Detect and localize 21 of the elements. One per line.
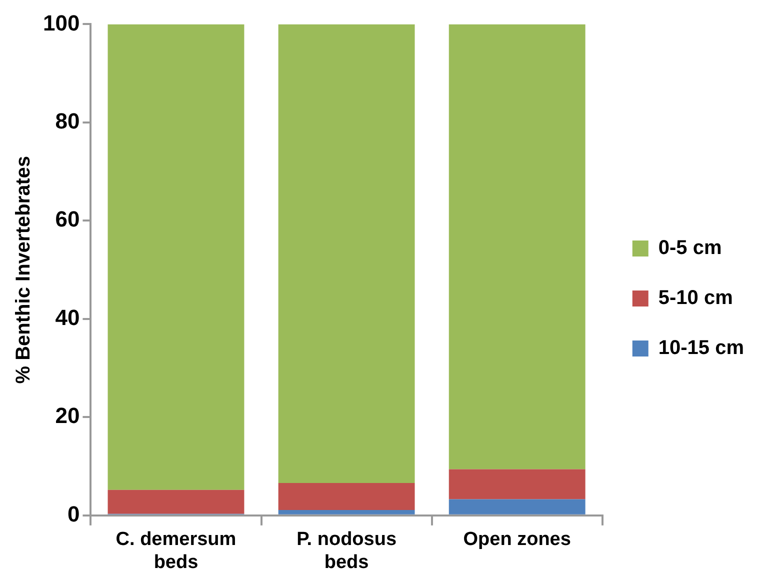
y-axis-title: % Benthic Invertebrates (12, 156, 35, 384)
y-tick-label: 40 (55, 304, 80, 330)
x-tick-label: C. demersum beds (116, 529, 236, 573)
legend-label: 0-5 cm (658, 237, 722, 260)
x-tick-label: Open zones (463, 529, 571, 550)
bar (448, 469, 586, 500)
y-tick-label: 60 (55, 206, 80, 232)
y-tick-label: 80 (55, 108, 80, 134)
bar (448, 24, 586, 470)
y-tick-label: 0 (67, 501, 80, 526)
bar (278, 24, 415, 483)
bar (108, 490, 244, 514)
bar (108, 24, 244, 490)
bar (448, 499, 586, 514)
legend-label: 5-10 cm (658, 287, 733, 310)
bar (278, 482, 415, 510)
bar (278, 510, 415, 514)
y-tick-label: 100 (42, 10, 80, 36)
legend-label: 10-15 cm (658, 337, 744, 360)
y-tick-label: 20 (55, 403, 80, 428)
x-tick-label: P. nodosus beds (296, 529, 397, 573)
